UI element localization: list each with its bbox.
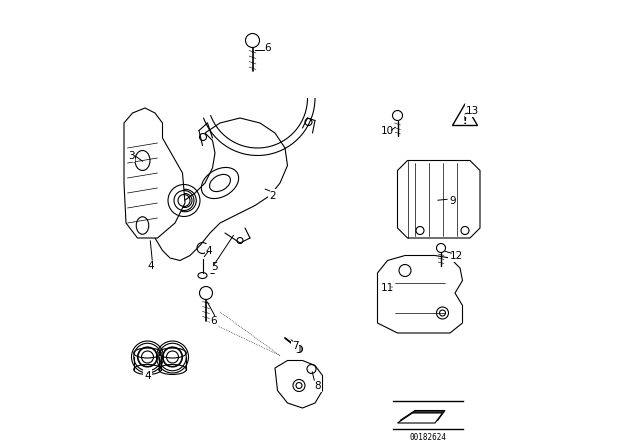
Text: 10: 10 <box>381 125 394 135</box>
Text: 4: 4 <box>144 370 151 380</box>
Text: 6: 6 <box>211 315 218 326</box>
Text: 12: 12 <box>449 250 463 260</box>
Text: !: ! <box>463 116 467 125</box>
Circle shape <box>436 244 445 253</box>
Text: 7: 7 <box>292 340 298 350</box>
Text: 4: 4 <box>148 260 154 271</box>
Text: 3: 3 <box>128 151 134 160</box>
Circle shape <box>200 287 212 300</box>
Circle shape <box>246 34 259 47</box>
Text: 13: 13 <box>466 105 479 116</box>
Polygon shape <box>275 361 323 408</box>
Polygon shape <box>452 104 477 125</box>
Text: 9: 9 <box>449 195 456 206</box>
Polygon shape <box>378 255 463 333</box>
Polygon shape <box>155 118 287 260</box>
Text: 5: 5 <box>211 262 218 272</box>
Circle shape <box>296 345 303 353</box>
Text: 6: 6 <box>264 43 271 53</box>
Text: 00182624: 00182624 <box>409 432 446 441</box>
Circle shape <box>392 111 403 121</box>
Text: 8: 8 <box>314 380 321 391</box>
Polygon shape <box>124 108 185 238</box>
Text: 4: 4 <box>205 246 212 255</box>
Polygon shape <box>400 410 445 421</box>
Polygon shape <box>397 160 480 238</box>
Text: 1: 1 <box>209 266 216 276</box>
Polygon shape <box>397 413 442 423</box>
Text: 2: 2 <box>269 190 276 201</box>
Text: 11: 11 <box>381 283 394 293</box>
